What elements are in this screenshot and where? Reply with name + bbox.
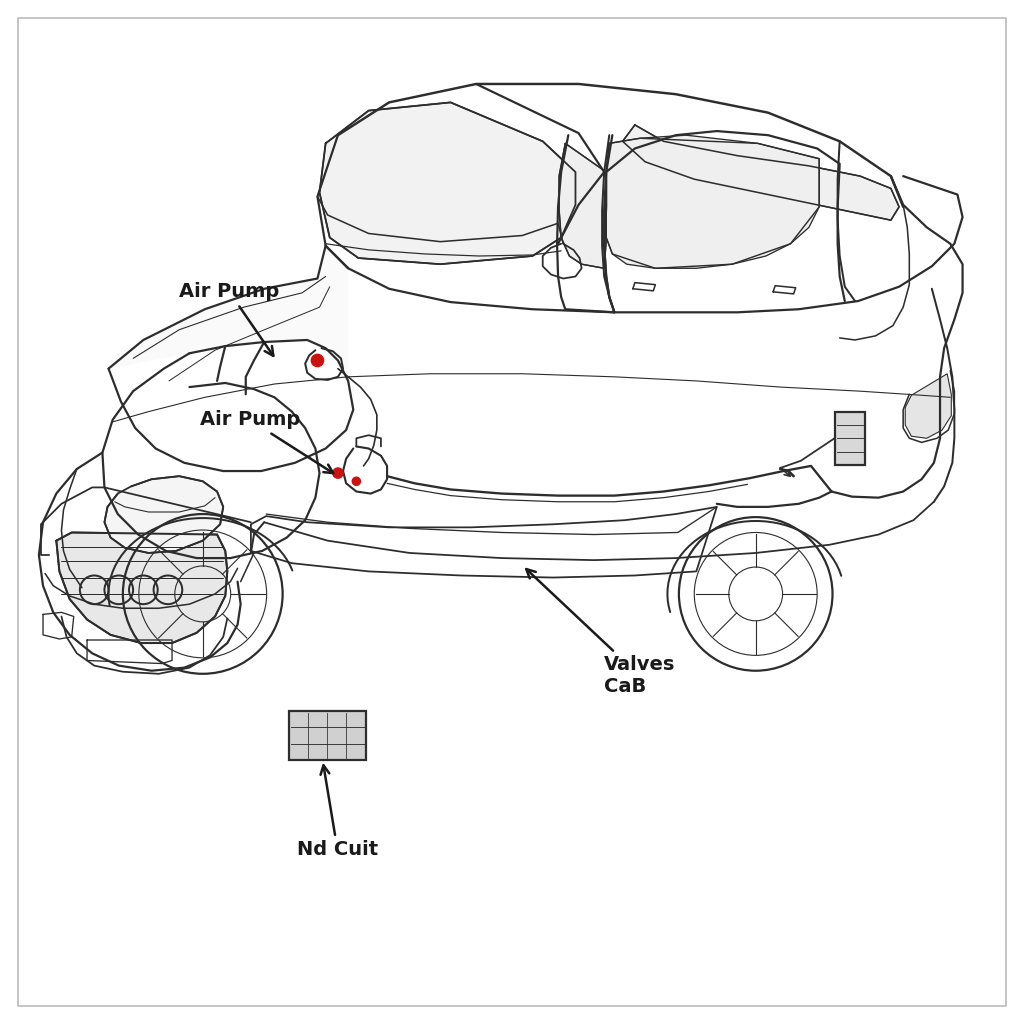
FancyBboxPatch shape <box>289 711 366 760</box>
Polygon shape <box>559 143 606 268</box>
Text: Air Pump: Air Pump <box>179 283 280 356</box>
Text: Valves
CaB: Valves CaB <box>526 569 676 696</box>
Circle shape <box>333 468 343 478</box>
Polygon shape <box>905 374 951 438</box>
Polygon shape <box>319 102 575 264</box>
Text: Air Pump: Air Pump <box>200 411 333 473</box>
Circle shape <box>352 477 360 485</box>
FancyBboxPatch shape <box>835 412 865 465</box>
Polygon shape <box>606 135 819 268</box>
Polygon shape <box>109 246 348 381</box>
Text: Nd Cuit: Nd Cuit <box>297 765 378 859</box>
Polygon shape <box>104 476 223 553</box>
Polygon shape <box>623 125 899 220</box>
Polygon shape <box>56 532 227 643</box>
Circle shape <box>311 354 324 367</box>
